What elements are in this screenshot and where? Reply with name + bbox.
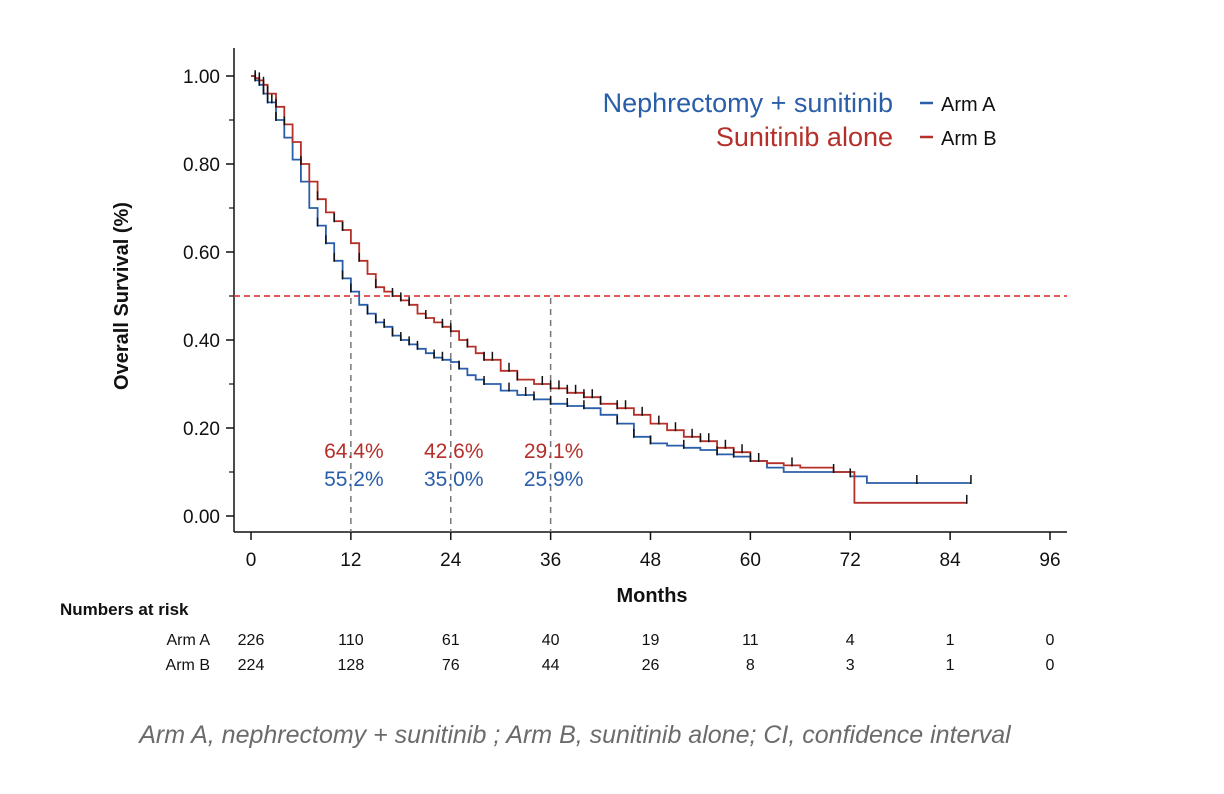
risk-count: 26 bbox=[642, 657, 660, 674]
censor-marks bbox=[254, 70, 972, 504]
reference-lines bbox=[234, 295, 1067, 532]
y-tick-label: 0.60 bbox=[183, 243, 220, 264]
risk-count: 3 bbox=[846, 657, 855, 674]
y-tick-label: 1.00 bbox=[183, 67, 220, 88]
y-tick-label: 0.40 bbox=[183, 331, 220, 352]
x-tick-label: 36 bbox=[540, 550, 561, 571]
figure-caption: Arm A, nephrectomy + sunitinib ; Arm B, … bbox=[137, 721, 1012, 749]
risk-count: 8 bbox=[746, 657, 755, 674]
x-tick-label: 48 bbox=[640, 550, 661, 571]
axes: 0.00 0.20 0.40 0.60 0.80 1.00 0 12 24 36 48 60 72 84 9… bbox=[111, 48, 1067, 607]
y-axis-title: Overall Survival (%) bbox=[111, 202, 133, 390]
landmark-arm-b-value: 64.4% bbox=[324, 440, 384, 463]
x-tick-label: 12 bbox=[340, 550, 361, 571]
x-tick-label: 72 bbox=[840, 550, 861, 571]
risk-count: 44 bbox=[542, 657, 560, 674]
x-tick-label: 60 bbox=[740, 550, 761, 571]
y-tick-label: 0.20 bbox=[183, 419, 220, 440]
risk-count: 224 bbox=[238, 657, 265, 674]
x-tick-label: 96 bbox=[1039, 550, 1060, 571]
x-tick-label: 84 bbox=[940, 550, 962, 571]
risk-count: 11 bbox=[742, 632, 759, 649]
legend-arm-label: Arm A bbox=[941, 94, 996, 116]
landmark-arm-a-value: 25.9% bbox=[524, 468, 584, 491]
y-tick-label: 0.80 bbox=[183, 155, 220, 176]
risk-row-label: Arm A bbox=[166, 632, 210, 649]
risk-count: 61 bbox=[442, 632, 460, 649]
risk-count: 0 bbox=[1046, 632, 1055, 649]
risk-count: 1 bbox=[946, 632, 955, 649]
legend-label: Sunitinib alone bbox=[716, 122, 893, 152]
x-tick-label: 24 bbox=[440, 550, 462, 571]
risk-count: 226 bbox=[238, 632, 265, 649]
landmark-labels: 64.4% 55.2% 42.6% 35.0% 29.1% 25.9% bbox=[324, 440, 583, 491]
risk-count: 76 bbox=[442, 657, 460, 674]
risk-table: Numbers at risk Arm A 226 110 61 40 19 11 4 1 0 Arm… bbox=[60, 600, 1055, 674]
risk-count: 128 bbox=[338, 657, 365, 674]
landmark-arm-a-value: 35.0% bbox=[424, 468, 484, 491]
x-axis-title: Months bbox=[616, 585, 687, 607]
legend: Nephrectomy + sunitinib Arm A Sunitinib al… bbox=[603, 88, 997, 152]
curve-arm-a bbox=[251, 75, 971, 484]
risk-table-title: Numbers at risk bbox=[60, 600, 189, 619]
risk-row-label: Arm B bbox=[166, 657, 210, 674]
landmark-arm-b-value: 29.1% bbox=[524, 440, 584, 463]
risk-count: 1 bbox=[946, 657, 955, 674]
legend-arm-label: Arm B bbox=[941, 128, 997, 150]
risk-count: 0 bbox=[1046, 657, 1055, 674]
landmark-arm-a-value: 55.2% bbox=[324, 468, 384, 491]
legend-label: Nephrectomy + sunitinib bbox=[603, 88, 893, 118]
risk-count: 19 bbox=[642, 632, 660, 649]
risk-count: 4 bbox=[846, 632, 855, 649]
y-tick-label: 0.00 bbox=[183, 507, 220, 528]
risk-count: 40 bbox=[542, 632, 560, 649]
landmark-arm-b-value: 42.6% bbox=[424, 440, 484, 463]
x-tick-label: 0 bbox=[246, 550, 257, 571]
risk-count: 110 bbox=[338, 632, 364, 649]
